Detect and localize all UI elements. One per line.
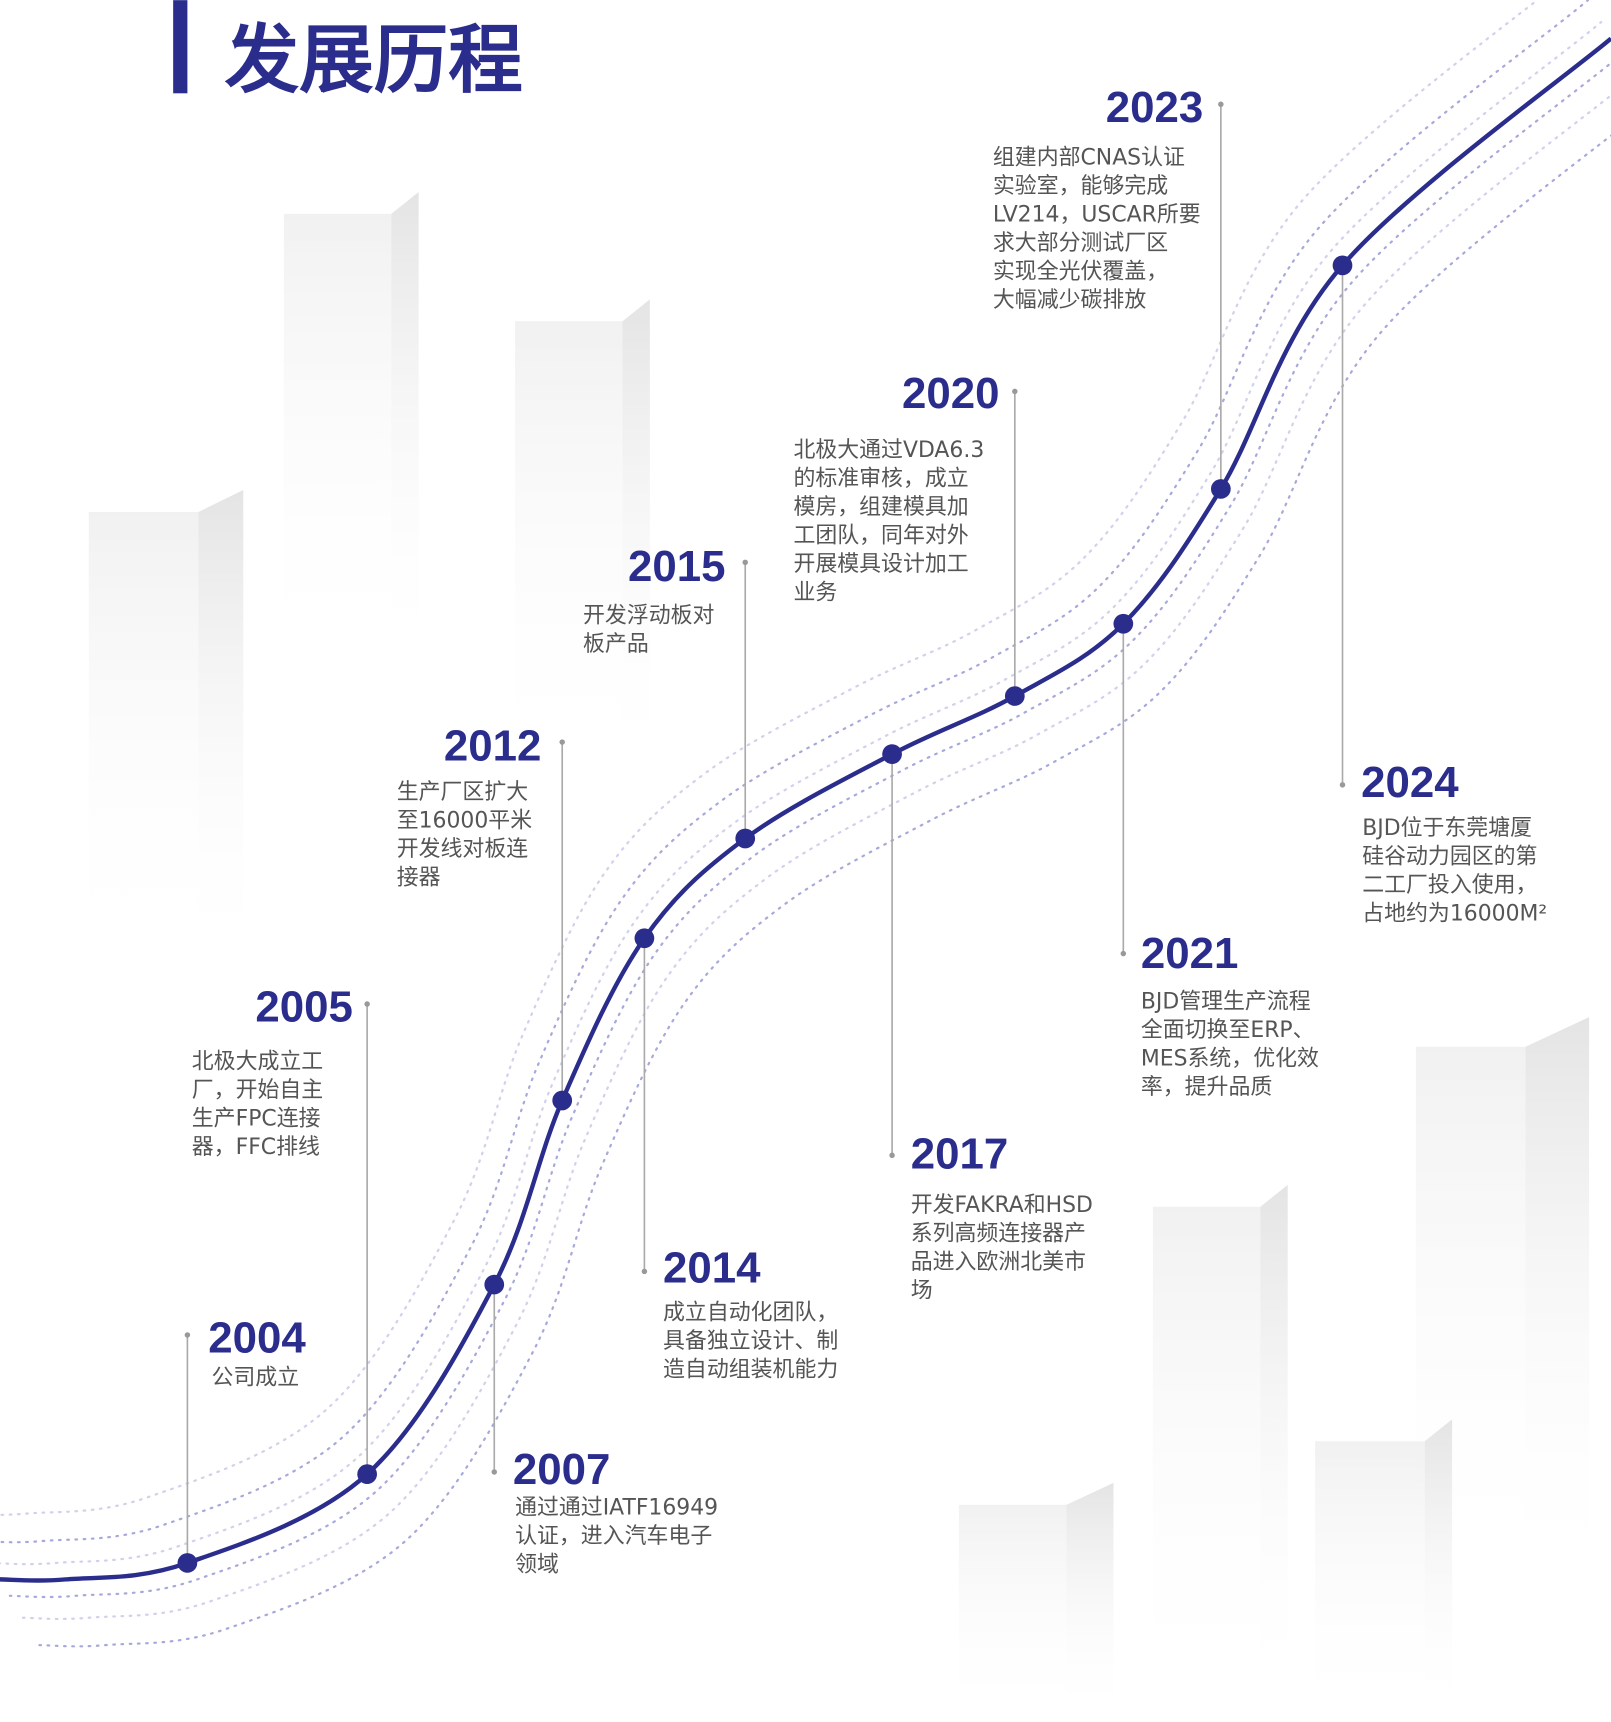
description: 求大部分测试厂区	[993, 231, 1168, 256]
connector-end	[1012, 389, 1017, 394]
description: 大幅减少碳排放	[993, 288, 1146, 313]
milestone-dot	[882, 744, 902, 764]
description: 系列高频连接器产	[911, 1222, 1086, 1247]
description: 占地约为16000M²	[1362, 902, 1547, 927]
description: 生产FPC连接	[192, 1107, 321, 1132]
description: 认证，进入汽车电子	[515, 1524, 712, 1549]
description: 开发线对板连	[397, 837, 529, 862]
connector-end	[492, 1469, 497, 1474]
description: 北极大成立工	[192, 1050, 323, 1075]
description: 造自动组装机能力	[663, 1358, 838, 1383]
description: 实验室，能够完成	[993, 174, 1168, 199]
milestone-dot	[735, 829, 755, 849]
description: 成立自动化团队，	[663, 1301, 838, 1326]
title-bar	[173, 0, 187, 93]
year: 2014	[663, 1243, 761, 1292]
description: 硅谷动力园区的第	[1362, 845, 1537, 870]
description: BJD管理生产流程	[1141, 989, 1311, 1014]
description: 品进入欧洲北美市	[911, 1250, 1086, 1275]
description: 公司成立	[212, 1365, 300, 1390]
connector-end	[889, 1153, 894, 1158]
year: 2020	[902, 369, 1000, 418]
description: MES系统，优化效	[1141, 1046, 1319, 1071]
description: LV214，USCAR所要	[993, 203, 1201, 228]
year: 2005	[255, 983, 353, 1032]
page: 发展历程 2004公司成立 2005 北极大成立工厂，开始自主生产FPC连接器，FF…	[0, 0, 1611, 1722]
description: 全面切换至ERP、	[1141, 1018, 1315, 1043]
milestone-dot	[635, 928, 655, 948]
description: 二工厂投入使用，	[1362, 873, 1537, 898]
connector-end	[642, 1269, 647, 1274]
connector-end	[559, 739, 564, 744]
milestone-dot	[1113, 614, 1133, 634]
milestone-dot	[484, 1275, 504, 1295]
description: 组建内部CNAS认证	[993, 146, 1185, 171]
description: 领域	[515, 1553, 559, 1578]
connector-end	[364, 1001, 369, 1006]
year: 2015	[628, 542, 726, 591]
description: 率，提升品质	[1141, 1075, 1272, 1100]
connector-end	[1218, 102, 1223, 107]
description: 器，FFC排线	[192, 1135, 320, 1160]
year: 2007	[513, 1445, 611, 1494]
connector-end	[742, 560, 747, 565]
milestone-dot	[178, 1553, 198, 1573]
description: 接器	[397, 866, 441, 891]
description: 场	[911, 1279, 933, 1304]
description: 的标准审核，成立	[793, 467, 968, 492]
milestone-dot	[552, 1091, 572, 1111]
description: 至16000平米	[397, 809, 532, 834]
year: 2004	[208, 1314, 306, 1363]
description: 厂，开始自主	[192, 1078, 323, 1103]
description: 模房，组建模具加	[793, 495, 968, 520]
description: 具备独立设计、制	[663, 1329, 838, 1354]
connector-end	[1340, 782, 1345, 787]
connector-end	[1121, 951, 1126, 956]
description: 生产厂区扩大	[397, 780, 528, 805]
year: 2012	[444, 722, 542, 771]
title: 发展历程	[225, 17, 523, 104]
description: 板产品	[583, 632, 649, 657]
year: 2021	[1141, 929, 1239, 978]
year: 2017	[911, 1129, 1009, 1178]
year: 2023	[1106, 83, 1204, 132]
milestone-dot	[1211, 479, 1231, 499]
buildings	[89, 192, 1589, 1722]
milestone-dot	[1333, 256, 1353, 276]
description: BJD位于东莞塘厦	[1362, 816, 1532, 841]
milestone-dot	[357, 1464, 377, 1484]
description: 开展模具设计加工	[793, 552, 968, 577]
description: 通过通过IATF16949	[515, 1496, 718, 1521]
connector-end	[185, 1332, 190, 1337]
description: 开发FAKRA和HSD	[911, 1193, 1093, 1218]
description: 工团队，同年对外	[793, 524, 968, 549]
description: 实现全光伏覆盖，	[993, 260, 1168, 285]
year: 2024	[1361, 758, 1459, 807]
description: 业务	[793, 581, 837, 606]
description: 开发浮动板对	[583, 604, 714, 629]
description: 北极大通过VDA6.3	[793, 438, 984, 463]
milestone-dot	[1005, 686, 1025, 706]
